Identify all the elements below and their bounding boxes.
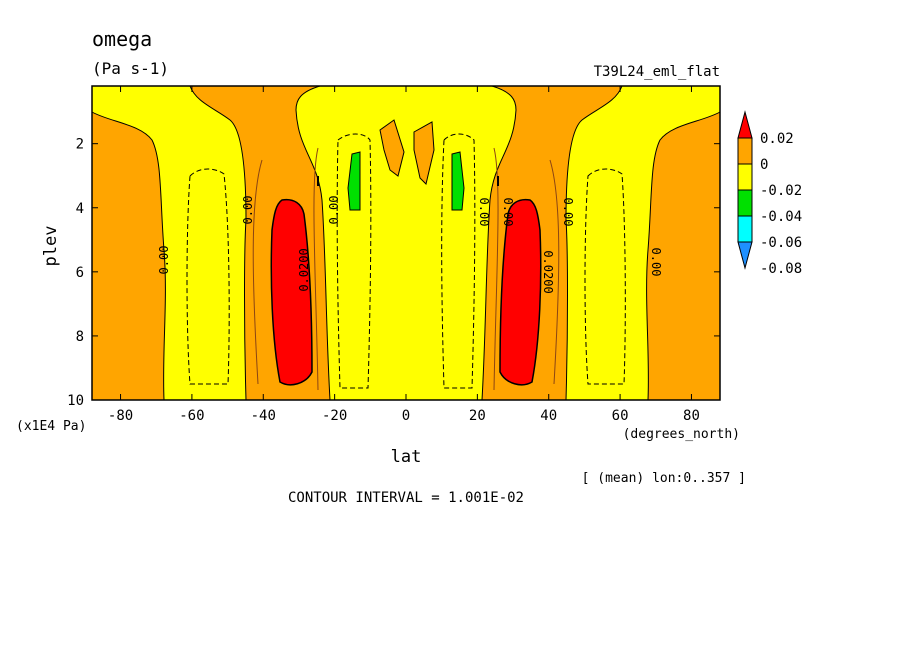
contour-label: 0.00 [477,198,491,227]
colorbar-label: -0.06 [760,235,802,251]
y-tick-label: 2 [76,137,84,153]
x-axis-unit: (degrees_north) [623,427,740,442]
contour-label: 0.00 [327,196,341,225]
contour-label: 0.0200 [297,248,311,291]
colorbar: 0.02 0 -0.02 -0.04 -0.06 -0.08 [737,110,802,277]
colorbar-label: -0.02 [760,183,802,199]
contour-line-south [252,147,319,391]
contour-label: 0.00 [241,196,255,225]
red-core-north [499,198,542,386]
y-tick-label: 6 [76,265,84,281]
contour-label: 0.00 [157,246,171,275]
contour-label: 0.0200 [541,250,555,293]
orange-equator-patch-2 [413,121,435,185]
colorbar-label: -0.04 [760,209,802,225]
colorbar-label: -0.08 [760,261,802,277]
colorbar-label: 0 [760,157,768,173]
contour-labels: 0.00 0.00 0.0200 0.00 0.00 0.00 0.0200 0… [157,196,663,294]
mean-note: [ (mean) lon:0..357 ] [582,471,746,486]
y-axis-label: plev [41,226,61,267]
contour-interval-label: CONTOUR INTERVAL = 1.001E-02 [288,490,524,506]
dashed-contour-4 [584,168,626,385]
y-axis: 2 4 6 8 10 [67,137,720,409]
chart-subtitle: (Pa s-1) [92,59,169,78]
colorbar-label: 0.02 [760,131,794,147]
green-south [347,151,361,211]
x-tick-label: -20 [322,408,347,424]
contour-label: 0.00 [561,198,575,227]
y-tick-label: 10 [67,393,84,409]
colorbar-swatch [737,241,753,270]
run-label: T39L24_eml_flat [594,64,720,80]
x-tick-label: -60 [179,408,204,424]
y-axis-unit: (x1E4 Pa) [16,419,86,434]
x-axis-label: lat [391,447,422,467]
orange-polar-north [646,111,721,401]
red-core-south [270,198,313,386]
contour-label: 0.00 [649,248,663,277]
y-tick-label: 8 [76,329,84,345]
colorbar-swatch [737,163,753,191]
dashed-contour-2 [336,133,372,389]
colorbar-swatch [737,215,753,243]
x-tick-label: 40 [540,408,557,424]
x-tick-label: 0 [402,408,410,424]
orange-equator-patch-1 [379,119,405,177]
contour-label: 0.00 [501,198,515,227]
y-tick-label: 4 [76,201,84,217]
dashed-contour-3 [441,133,476,389]
contour-line-north [493,147,560,391]
x-tick-label: -80 [108,408,133,424]
green-north [451,151,465,211]
plot-background [92,86,720,400]
x-tick-label: 20 [469,408,486,424]
x-tick-label: 60 [612,408,629,424]
dashed-contour-1 [186,168,230,385]
chart-title: omega [92,27,152,51]
x-tick-label: 80 [683,408,700,424]
colorbar-swatch [737,189,753,217]
orange-polar-south [91,111,166,401]
colorbar-swatch [737,137,753,165]
x-axis: -80 -60 -40 -20 0 20 40 60 80 [108,86,700,424]
colorbar-swatch [737,110,753,139]
x-tick-label: -40 [251,408,276,424]
